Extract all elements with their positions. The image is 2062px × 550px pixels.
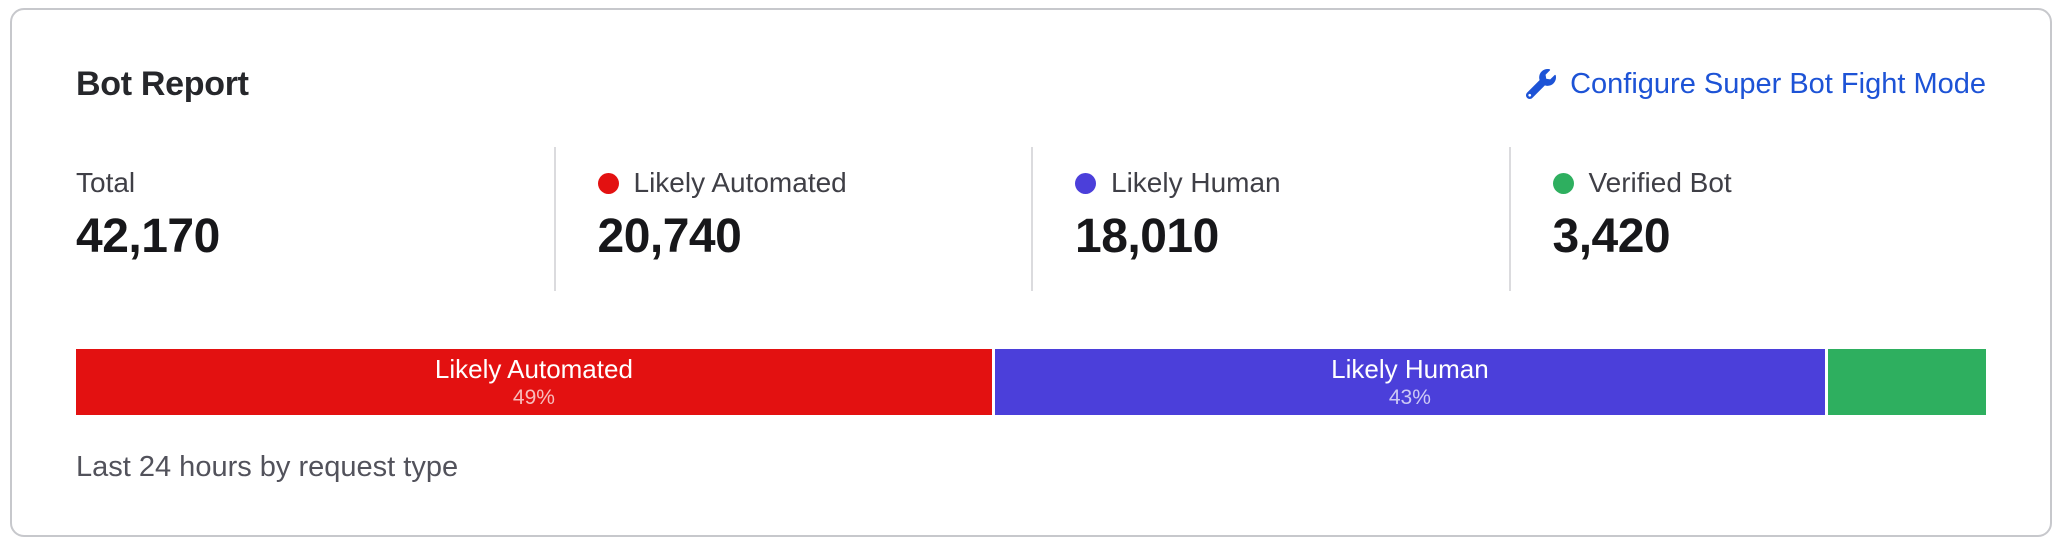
stat-label-row: Verified Bot [1552,167,1987,199]
bar-segment-label: Likely Automated [434,354,633,384]
stat-label-row: Likely Automated [597,167,1032,199]
configure-link-label: Configure Super Bot Fight Mode [1570,68,1986,100]
wrench-icon [1526,69,1557,99]
stat-value: 3,420 [1552,210,1671,263]
bot-report-card: Bot Report Configure Super Bot Fight Mod… [10,8,2052,537]
stat-label: Total [76,167,136,198]
card-header: Bot Report Configure Super Bot Fight Mod… [76,64,1986,105]
stat-item: Total 42,170 [76,147,554,291]
stat-value: 18,010 [1075,210,1219,263]
bar-segment-percent: 43% [1388,386,1431,409]
page-title: Bot Report [76,65,249,103]
legend-dot-icon [597,172,619,194]
stat-label: Verified Bot [1588,167,1732,198]
legend-dot-icon [1075,172,1096,194]
distribution-bar: Likely Automated 49% Likely Human 43% [76,349,1986,415]
stat-item: Likely Human 18,010 [1031,147,1509,291]
bar-segment-percent: 49% [512,386,555,409]
bar-segment [1827,349,1986,415]
configure-super-bot-fight-mode-link[interactable]: Configure Super Bot Fight Mode [1526,66,1986,102]
stats-row: Total 42,170 Likely Automated 20,740 Lik… [76,147,1986,291]
stat-label-row: Likely Human [1075,167,1509,199]
footer-caption: Last 24 hours by request type [76,451,459,483]
stat-label-row: Total [76,167,554,199]
stat-value: 42,170 [76,210,220,263]
stat-item: Verified Bot 3,420 [1508,147,1987,291]
legend-dot-icon [1552,172,1574,194]
stat-label: Likely Automated [633,167,847,198]
stat-label: Likely Human [1111,167,1281,198]
bar-segment-label: Likely Human [1331,354,1489,384]
bar-segment: Likely Human 43% [994,349,1825,415]
stat-value: 20,740 [597,210,742,263]
stat-item: Likely Automated 20,740 [553,147,1032,291]
bar-segment: Likely Automated 49% [76,349,992,415]
